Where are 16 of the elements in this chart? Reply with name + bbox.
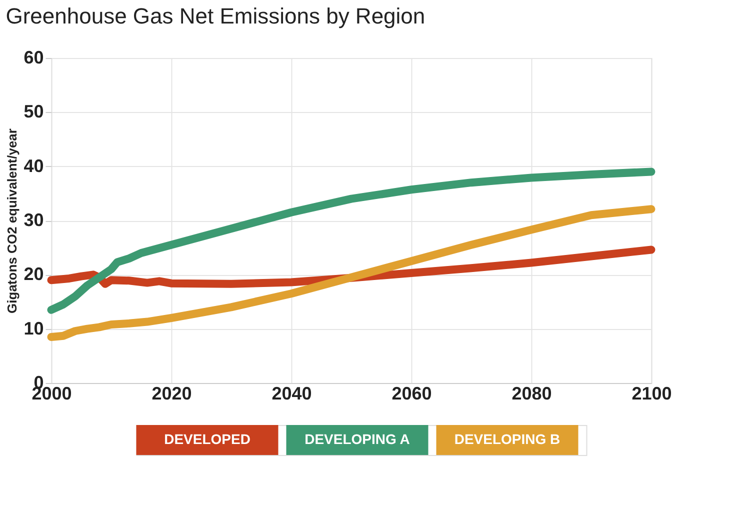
x-tick-label: 2100 — [632, 384, 672, 404]
y-axis-title: Gigatons CO2 equivalent/year — [4, 128, 20, 314]
y-tick-label: 50 — [24, 102, 44, 122]
x-tick-label: 2060 — [392, 384, 432, 404]
y-tick-label: 10 — [24, 318, 44, 338]
text: DEVELOPING B — [454, 431, 560, 447]
text: DEVELOPED — [164, 431, 250, 447]
y-tick-label: 40 — [24, 156, 44, 176]
y-tick-label: 60 — [24, 48, 44, 68]
chart-title: Greenhouse Gas Net Emissions by Region — [6, 4, 426, 28]
y-tick-label: 20 — [24, 264, 44, 284]
y-tick-label: 30 — [24, 210, 44, 230]
x-tick-label: 2080 — [512, 384, 552, 404]
x-tick-label: 2040 — [272, 384, 312, 404]
text: DEVELOPING A — [304, 431, 410, 447]
x-tick-label: 2020 — [152, 384, 192, 404]
